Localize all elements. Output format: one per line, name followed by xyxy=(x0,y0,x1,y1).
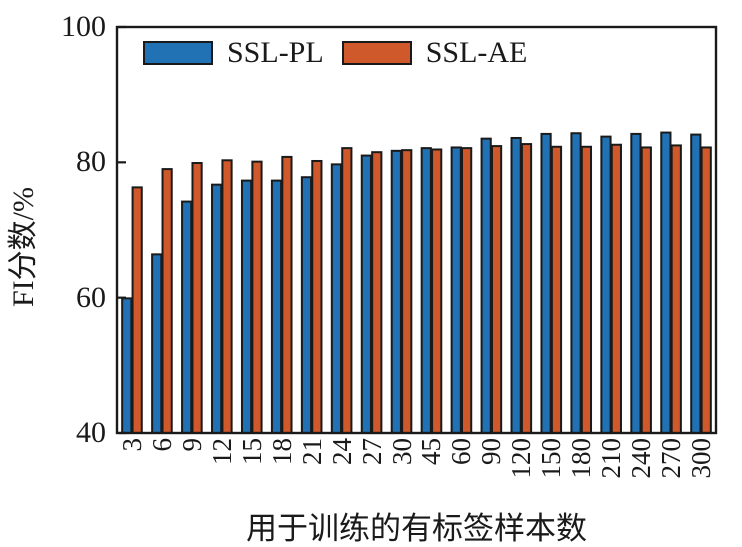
x-tick-label-30: 30 xyxy=(386,438,417,465)
bar-ssl-pl-24 xyxy=(330,163,343,434)
bar-ssl-ae-15 xyxy=(251,160,263,434)
x-tick-label-12: 12 xyxy=(206,438,237,465)
x-tick-label-3: 3 xyxy=(116,438,147,452)
y-tick-label-40: 40 xyxy=(76,416,106,449)
x-tick-label-15: 15 xyxy=(236,438,267,465)
y-tick-label-100: 100 xyxy=(61,10,106,43)
bar-ssl-pl-180 xyxy=(570,132,582,434)
axes-spines xyxy=(115,25,718,435)
x-tick-label-60: 60 xyxy=(446,438,477,465)
y-tick-label-80: 80 xyxy=(76,145,106,179)
x-tick-label-45: 45 xyxy=(416,438,447,465)
x-tick-label-18: 18 xyxy=(266,438,297,465)
x-tick-label-90: 90 xyxy=(476,438,507,465)
x-tick-label-27: 27 xyxy=(356,438,387,465)
x-tick-label-210: 210 xyxy=(596,438,627,479)
x-tick-label-150: 150 xyxy=(536,438,567,479)
bar-ssl-ae-30 xyxy=(401,149,413,435)
bar-ssl-pl-120 xyxy=(510,136,522,434)
bar-ssl-pl-6 xyxy=(151,253,163,434)
bar-ssl-pl-210 xyxy=(600,135,612,434)
bar-ssl-ae-120 xyxy=(520,143,533,435)
bar-ssl-ae-45 xyxy=(431,148,443,435)
x-tick-label-270: 270 xyxy=(656,438,687,479)
x-tick-label-120: 120 xyxy=(506,438,537,479)
bar-ssl-pl-270 xyxy=(660,131,672,434)
bar-ssl-ae-60 xyxy=(461,147,473,435)
legend-swatch-ssl-ae xyxy=(341,41,412,65)
bar-ssl-pl-3 xyxy=(121,297,133,434)
y-tick-label-60: 60 xyxy=(76,280,106,314)
bar-ssl-pl-30 xyxy=(390,149,402,435)
bar-ssl-ae-150 xyxy=(550,145,563,435)
x-tick-label-21: 21 xyxy=(296,438,327,465)
bar-ssl-ae-240 xyxy=(640,146,652,435)
legend-swatch-ssl-pl xyxy=(143,41,213,65)
bar-ssl-ae-24 xyxy=(341,147,353,435)
bar-ssl-pl-15 xyxy=(240,179,253,434)
bar-ssl-ae-9 xyxy=(191,162,203,434)
legend: SSL-PL SSL-AE xyxy=(143,38,527,68)
legend-label-ssl-ae: SSL-AE xyxy=(425,36,528,69)
bar-ssl-ae-18 xyxy=(281,155,293,434)
bar-ssl-pl-300 xyxy=(690,133,702,434)
y-axis-label: FI分数/% xyxy=(7,187,40,307)
x-tick-label-300: 300 xyxy=(686,438,717,479)
bar-ssl-pl-240 xyxy=(630,132,642,434)
bar-ssl-ae-180 xyxy=(580,145,593,435)
bar-ssl-pl-150 xyxy=(540,132,552,434)
bar-ssl-pl-27 xyxy=(360,154,372,434)
bar-ssl-ae-90 xyxy=(490,145,503,435)
bar-ssl-pl-60 xyxy=(450,146,462,435)
x-axis-title: 用于训练的有标签样本数 xyxy=(246,511,587,546)
bar-ssl-pl-21 xyxy=(300,176,313,434)
bar-ssl-ae-12 xyxy=(221,159,233,434)
bar-ssl-pl-45 xyxy=(420,147,432,435)
bar-ssl-pl-90 xyxy=(480,137,492,434)
bar-ssl-ae-270 xyxy=(670,144,682,435)
x-tick-label-9: 9 xyxy=(176,438,207,452)
bar-ssl-ae-3 xyxy=(131,186,143,434)
x-tick-label-240: 240 xyxy=(626,438,657,479)
x-tick-label-6: 6 xyxy=(146,438,177,452)
bar-ssl-pl-12 xyxy=(211,183,223,434)
bar-ssl-ae-6 xyxy=(161,168,173,434)
bar-ssl-ae-210 xyxy=(610,143,622,435)
bar-ssl-pl-18 xyxy=(270,179,283,434)
x-tick-label-180: 180 xyxy=(566,438,597,479)
bar-ssl-ae-27 xyxy=(371,151,383,435)
bar-ssl-ae-21 xyxy=(311,159,323,434)
bar-ssl-ae-300 xyxy=(700,146,712,435)
legend-label-ssl-pl: SSL-PL xyxy=(227,36,324,69)
x-tick-label-24: 24 xyxy=(326,438,357,465)
bar-ssl-pl-9 xyxy=(181,200,193,434)
